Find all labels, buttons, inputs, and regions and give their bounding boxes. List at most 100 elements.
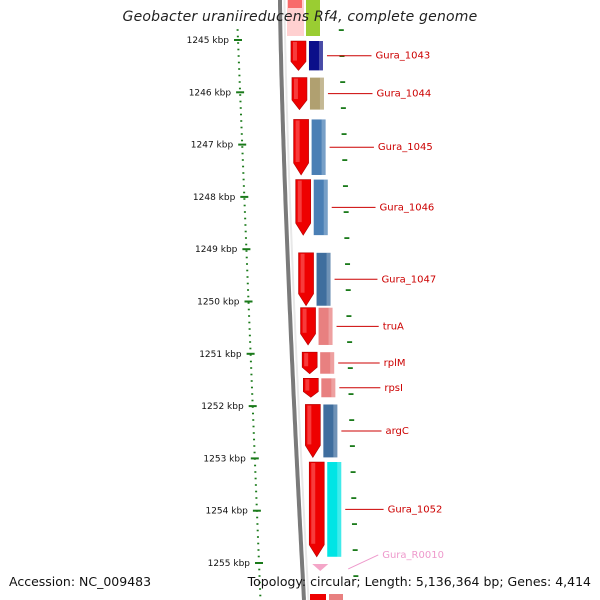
gene-label: Gura_1047 [381, 274, 436, 285]
gene-category-bar [327, 462, 342, 557]
minor-tick [250, 373, 253, 376]
gene-label: rplM [384, 358, 406, 369]
gene-category-bar [306, 0, 320, 36]
track-tick [351, 523, 357, 525]
minor-tick [243, 204, 246, 207]
minor-tick [247, 302, 250, 304]
gene-category-shade [318, 41, 323, 71]
gene-labels: Gura_1043 Gura_1044 Gura_1045 Gura_1046 Gura… [326, 51, 444, 570]
minor-tick [251, 399, 254, 402]
minor-tick [250, 367, 253, 369]
minor-tick [247, 289, 250, 291]
minor-tick [238, 74, 241, 77]
track-tick [341, 133, 347, 135]
minor-tick [250, 380, 253, 382]
gene-leader-line [348, 554, 379, 570]
minor-tick [239, 94, 242, 96]
minor-tick [258, 581, 261, 584]
track-tick [348, 393, 354, 395]
gene-cds-highlight [311, 463, 316, 544]
tick-label: 1249 kbp [195, 245, 238, 255]
minor-tick [251, 393, 254, 395]
gene-cds-highlight [302, 308, 307, 333]
minor-tick [243, 198, 246, 200]
gene-rna-marker [312, 564, 329, 571]
track-tick [342, 159, 348, 161]
minor-tick [245, 263, 248, 265]
minor-tick [256, 536, 259, 538]
track-tick [342, 185, 348, 187]
minor-tick [248, 334, 251, 337]
minor-tick [258, 575, 261, 577]
track-tick [351, 497, 357, 499]
tick-label: 1254 kbp [205, 507, 248, 517]
gene-category-bar [308, 41, 323, 71]
gene-cds-highlight [307, 405, 312, 445]
gene-category-bar [311, 119, 326, 175]
tick-label: 1248 kbp [193, 193, 236, 203]
gene-cds-highlight [297, 180, 302, 223]
gene-category-bar [309, 77, 324, 110]
track-tick [349, 419, 355, 421]
gene-cds-highlight [305, 379, 310, 391]
minor-tick [245, 256, 248, 259]
gene-category-bar [318, 307, 333, 345]
minor-tick [258, 568, 261, 571]
minor-tick [245, 243, 248, 246]
minor-tick [256, 529, 259, 532]
minor-tick [237, 48, 240, 51]
gene-label: Gura_R0010 [382, 550, 444, 561]
minor-tick [237, 61, 240, 64]
gene-label: rpsI [384, 383, 403, 394]
minor-tick [246, 282, 249, 285]
tick-label: 1255 kbp [208, 559, 251, 569]
gene-category-shade [330, 352, 335, 374]
minor-tick [244, 230, 247, 233]
track-tick [347, 367, 353, 369]
tick-label: 1252 kbp [201, 402, 244, 412]
gene-label: Gura_1044 [376, 89, 431, 100]
minor-tick [238, 68, 241, 70]
gene-category-bar [323, 404, 338, 458]
minor-tick [237, 42, 240, 44]
gene-category-bar [313, 179, 328, 236]
minor-tick [257, 549, 260, 551]
gene-category-bar [329, 594, 343, 600]
minor-tick [256, 523, 259, 525]
minor-tick [249, 354, 252, 356]
minor-tick [254, 464, 257, 467]
minor-tick [239, 107, 242, 109]
minor-tick [239, 113, 242, 116]
minor-tick [237, 55, 240, 57]
minor-tick [242, 178, 245, 181]
track-tick [344, 237, 350, 239]
gene-label: Gura_1043 [375, 51, 430, 62]
minor-tick [259, 594, 262, 597]
gene-category-shade [319, 77, 324, 110]
minor-tick [239, 100, 242, 103]
track-tick [353, 575, 359, 577]
minor-tick [242, 165, 245, 168]
track-tick [349, 445, 355, 447]
minor-tick [254, 471, 257, 473]
minor-tick [251, 412, 254, 415]
gene-cds-highlight [304, 353, 309, 367]
minor-tick [259, 588, 262, 590]
minor-tick [247, 308, 250, 311]
minor-tick [241, 139, 244, 142]
minor-tick [255, 497, 258, 499]
minor-tick [251, 406, 254, 408]
gene-label: Gura_1052 [388, 504, 443, 515]
minor-tick [253, 458, 256, 460]
minor-tick [249, 347, 252, 350]
minor-tick [249, 360, 252, 363]
minor-tick [248, 321, 251, 324]
minor-tick [247, 295, 250, 298]
minor-tick [257, 555, 260, 558]
gene-cds-highlight [292, 42, 297, 61]
gene-label: truA [383, 321, 404, 332]
minor-tick [241, 152, 244, 155]
accession-text: Accession: NC_009483 [9, 574, 152, 589]
backbone-highlight [283, 0, 310, 600]
